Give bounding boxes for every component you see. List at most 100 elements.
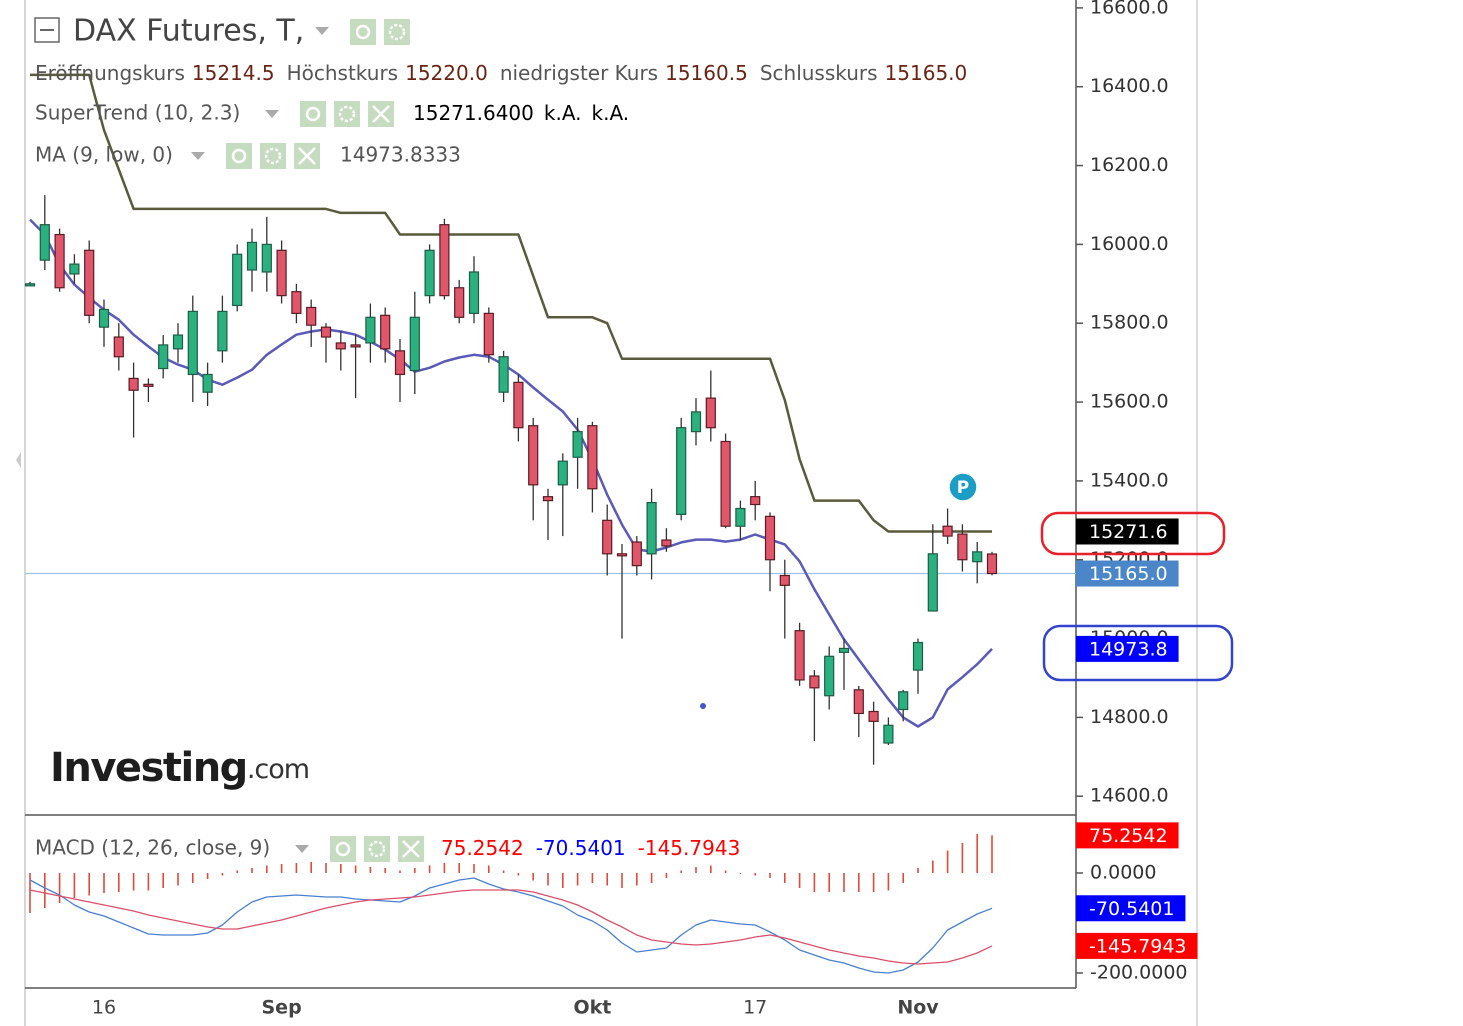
legend-value: -145.7943 bbox=[638, 836, 741, 860]
x-tick-label: 17 bbox=[743, 997, 767, 1019]
candle-body bbox=[927, 553, 938, 612]
indicator-name: MACD (12, 26, close, 9) bbox=[35, 836, 270, 860]
price-tag: 15165.0 bbox=[1076, 560, 1179, 587]
price-tag-box bbox=[1076, 932, 1198, 959]
candle-body bbox=[602, 519, 613, 555]
candle-body bbox=[868, 710, 879, 722]
logo-suffix: .com bbox=[247, 754, 309, 785]
icon-settings[interactable] bbox=[334, 101, 360, 127]
candle-body bbox=[394, 350, 406, 376]
candle-body bbox=[261, 243, 272, 273]
icon-glyph bbox=[368, 840, 386, 858]
chart-title: DAX Futures, T, bbox=[73, 14, 304, 49]
x-tick-label: 16 bbox=[92, 997, 116, 1019]
price-tag-label: 15271.6 bbox=[1089, 521, 1168, 543]
candle-body bbox=[158, 344, 169, 370]
candle-body bbox=[794, 630, 805, 681]
price-tag-label: 14973.8 bbox=[1089, 638, 1168, 660]
collapse-button[interactable] bbox=[34, 17, 60, 43]
candle-body bbox=[750, 496, 761, 506]
legend-value: -70.5401 bbox=[536, 836, 626, 860]
candle-body bbox=[291, 291, 302, 314]
candle-body bbox=[735, 507, 746, 527]
candle-body bbox=[986, 553, 998, 575]
y-tick-label: 16200.0 bbox=[1090, 154, 1169, 176]
pivot-marker[interactable] bbox=[948, 472, 978, 502]
candle-body bbox=[424, 249, 435, 297]
logo-text: Investing bbox=[50, 745, 247, 791]
candle-body bbox=[587, 425, 598, 490]
candle-body bbox=[439, 224, 450, 297]
y-tick-label: 15600.0 bbox=[1090, 391, 1169, 413]
icon-eye[interactable] bbox=[226, 143, 252, 169]
candle-body bbox=[838, 647, 850, 653]
candle-body bbox=[365, 316, 376, 344]
candle-body bbox=[306, 306, 317, 326]
icon-glyph bbox=[402, 840, 420, 858]
legend-value: 15214.5 bbox=[192, 61, 275, 85]
indicator-line bbox=[29, 877, 993, 974]
candle-body bbox=[542, 496, 554, 502]
legend-label: Schlusskurs bbox=[760, 61, 878, 85]
candle-body bbox=[454, 287, 465, 318]
candle-body bbox=[616, 553, 628, 557]
y-tick-label: -200.0000 bbox=[1090, 962, 1188, 984]
icon-eye[interactable] bbox=[350, 19, 376, 45]
candle-body bbox=[883, 724, 894, 744]
candle-body bbox=[187, 310, 198, 376]
candle-body bbox=[202, 373, 213, 393]
dropdown[interactable] bbox=[191, 152, 205, 160]
indicator-name: MA (9, low, 0) bbox=[35, 143, 173, 167]
icon-settings[interactable] bbox=[364, 836, 390, 862]
highlight-ring bbox=[1042, 624, 1234, 682]
candle-body bbox=[942, 525, 953, 537]
icon-glyph bbox=[335, 841, 351, 857]
logo: Investing.com bbox=[50, 745, 309, 791]
legend-label: niedrigster Kurs bbox=[500, 61, 658, 85]
icon-glyph bbox=[305, 106, 321, 122]
candle-body bbox=[98, 308, 110, 328]
candle-body bbox=[232, 253, 243, 307]
price-tag: 14973.8 bbox=[1076, 635, 1179, 662]
candle-body bbox=[557, 460, 568, 486]
icon-glyph bbox=[298, 147, 316, 165]
candle-body bbox=[54, 233, 65, 289]
icon-glyph bbox=[231, 148, 247, 164]
dropdown[interactable] bbox=[315, 27, 329, 35]
candle-body bbox=[690, 411, 702, 433]
candle-body bbox=[409, 316, 420, 372]
y-tick-label: 16600.0 bbox=[1090, 0, 1169, 18]
candle-body bbox=[84, 249, 95, 316]
indicator-values: 15271.6400 k.A. k.A. bbox=[413, 101, 629, 125]
dropdown[interactable] bbox=[295, 845, 309, 853]
dropdown[interactable] bbox=[265, 110, 279, 118]
candle-body bbox=[898, 691, 909, 711]
legend-value: 14973.8333 bbox=[340, 143, 461, 167]
icon-settings[interactable] bbox=[384, 19, 410, 45]
candle-body bbox=[912, 641, 924, 671]
price-tag: -145.7943 bbox=[1076, 932, 1198, 959]
price-tag-label: 75.2542 bbox=[1089, 825, 1168, 847]
candle-body bbox=[853, 689, 864, 715]
x-tick-label: Okt bbox=[573, 997, 611, 1019]
candle-body bbox=[143, 383, 154, 387]
price-tag-box bbox=[1076, 822, 1179, 849]
price-tag: 15271.6 bbox=[1076, 518, 1179, 545]
candle-body bbox=[646, 501, 657, 555]
candle-body bbox=[528, 425, 539, 486]
candle-body bbox=[39, 224, 50, 261]
indicator-values: 75.2542 -70.5401 -145.7943 bbox=[441, 836, 740, 860]
candle-body bbox=[128, 377, 139, 391]
legend-label: Höchstkurs bbox=[287, 61, 399, 85]
candle-body bbox=[513, 381, 524, 429]
icon-eye[interactable] bbox=[300, 101, 326, 127]
icon-settings[interactable] bbox=[260, 143, 286, 169]
icon-eye[interactable] bbox=[330, 836, 356, 862]
candle-body bbox=[720, 440, 731, 527]
legend-value: 15165.0 bbox=[885, 61, 968, 85]
candle-body bbox=[380, 314, 391, 350]
ohlc-legend: Eröffnungskurs 15214.5 Höchstkurs 15220.0 ni… bbox=[35, 61, 967, 85]
side-handle bbox=[16, 452, 21, 468]
price-tag-label: -145.7943 bbox=[1089, 935, 1187, 957]
y-tick-label: 15400.0 bbox=[1090, 469, 1169, 491]
